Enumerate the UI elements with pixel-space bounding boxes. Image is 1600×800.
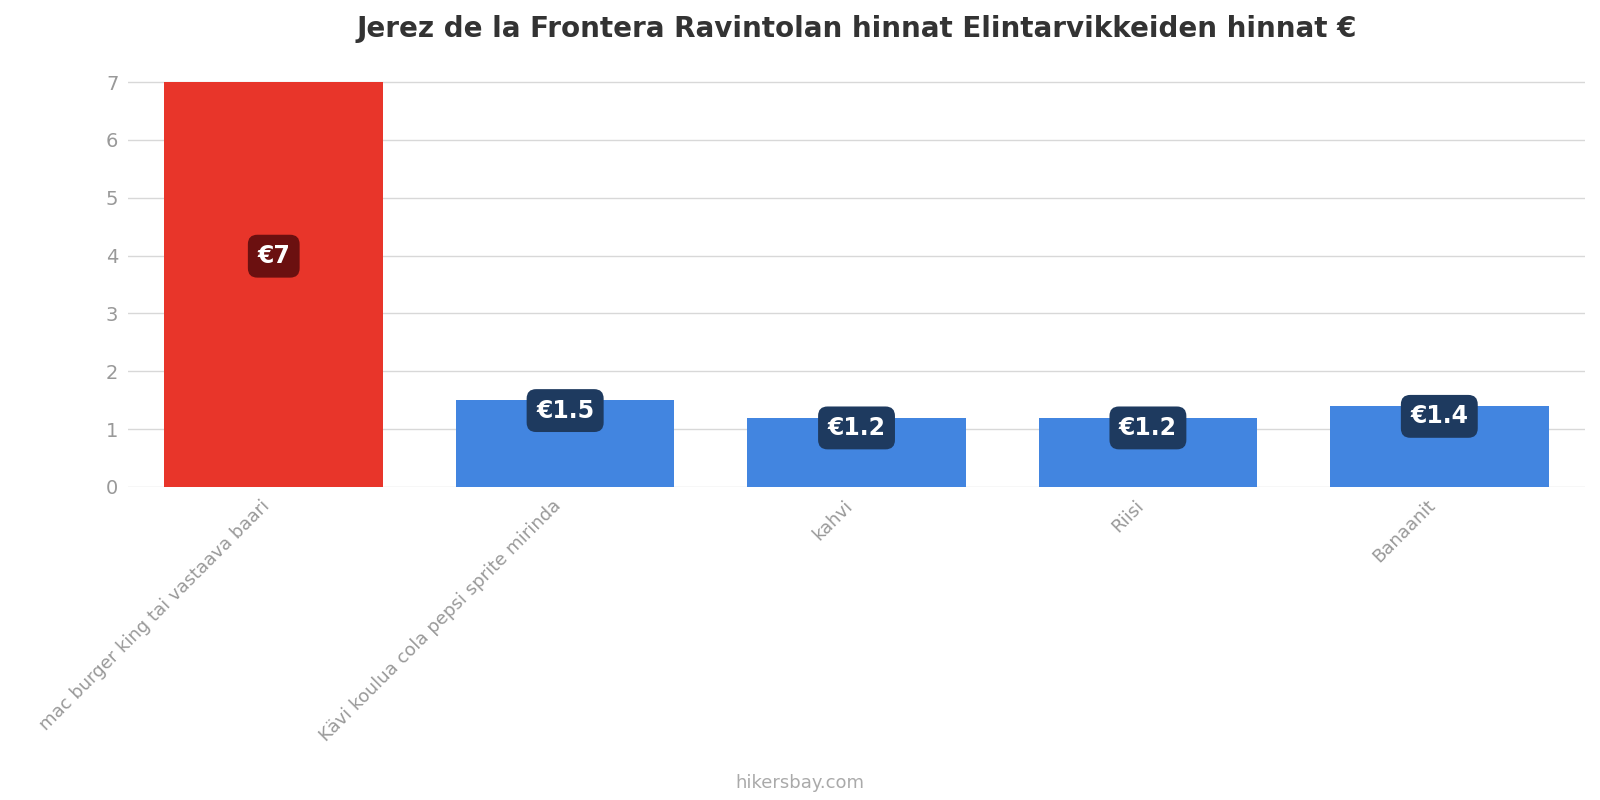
- Text: €1.5: €1.5: [536, 398, 594, 422]
- Bar: [1330, 406, 1549, 487]
- Text: €7: €7: [258, 244, 290, 268]
- Text: €1.2: €1.2: [1118, 416, 1178, 440]
- Text: hikersbay.com: hikersbay.com: [736, 774, 864, 792]
- Bar: [165, 82, 382, 487]
- Bar: [456, 400, 675, 487]
- Text: €1.4: €1.4: [1410, 404, 1469, 428]
- Title: Jerez de la Frontera Ravintolan hinnat Elintarvikkeiden hinnat €: Jerez de la Frontera Ravintolan hinnat E…: [357, 15, 1357, 43]
- Bar: [747, 418, 966, 487]
- Bar: [1038, 418, 1258, 487]
- Text: €1.2: €1.2: [827, 416, 885, 440]
